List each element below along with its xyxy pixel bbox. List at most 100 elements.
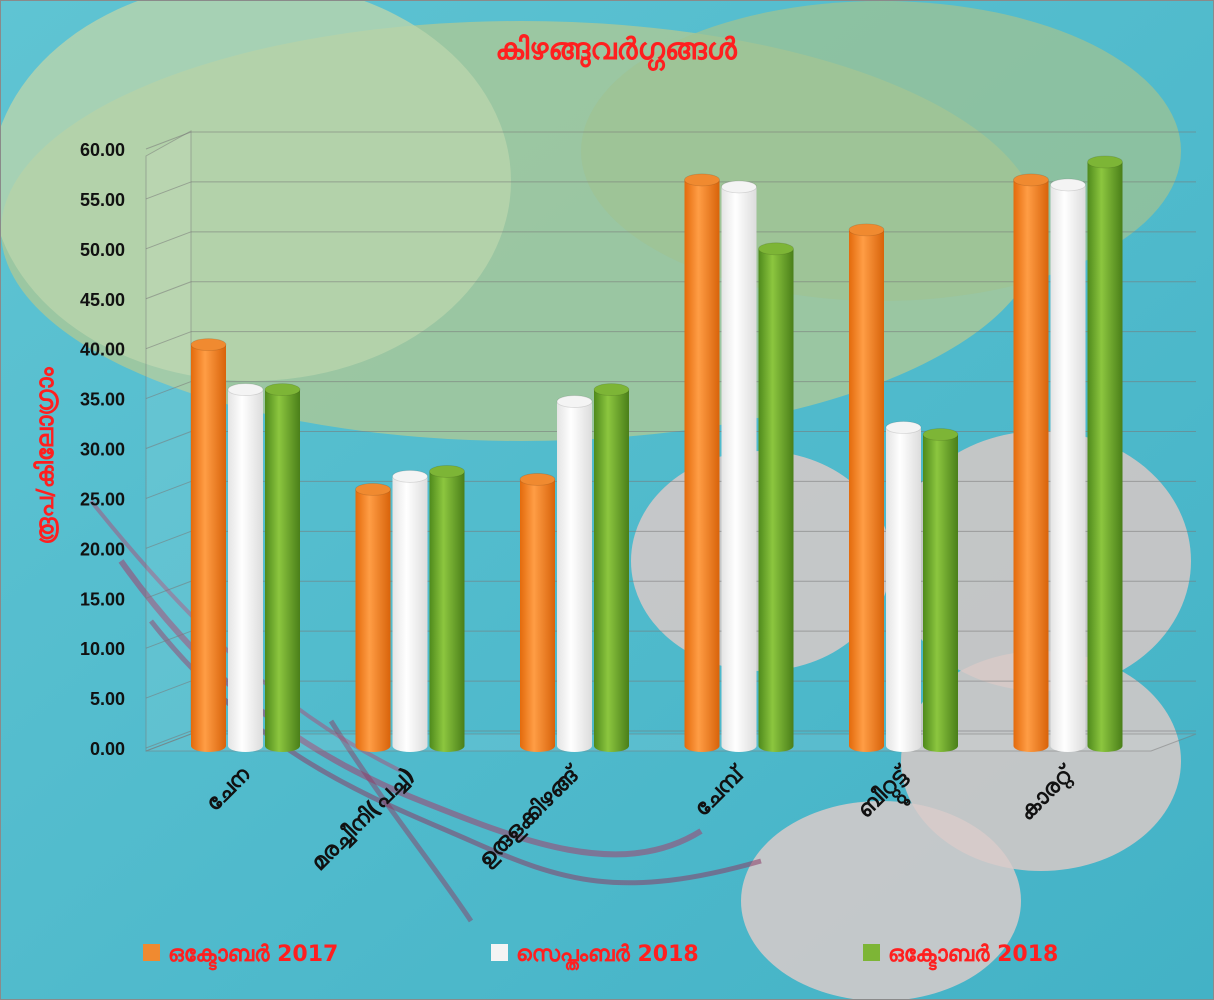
bar-base	[923, 740, 958, 752]
bar-base	[429, 740, 465, 752]
bar	[758, 242, 794, 752]
bar	[1050, 178, 1086, 752]
bar-body	[594, 389, 629, 746]
gridline-slant	[145, 181, 192, 200]
legend-swatch	[491, 944, 508, 961]
bar-body	[1013, 179, 1049, 747]
bar	[556, 395, 593, 752]
y-tick-label: 55.00	[80, 190, 125, 210]
bar-body	[355, 489, 391, 746]
y-tick-label: 50.00	[80, 240, 125, 260]
gridline-slant	[145, 530, 192, 549]
gridline-slant	[145, 231, 192, 250]
bar-body	[191, 344, 226, 746]
bar	[922, 428, 959, 752]
bar-cap	[392, 470, 428, 483]
legend-swatch	[143, 944, 160, 961]
bar-body	[392, 476, 428, 746]
bar-body	[849, 229, 884, 746]
y-axis-ticks: 0.00 5.00 10.00 15.00 20.00 25.00 30.00 35.00 40…	[80, 140, 125, 759]
bar-cap	[885, 421, 922, 434]
bar	[519, 473, 556, 752]
bar	[227, 383, 264, 752]
bar-body	[228, 389, 263, 746]
bar	[392, 470, 428, 752]
bar-body	[721, 186, 757, 746]
y-axis-label: രൂപ/കിലോഗ്രാം	[31, 366, 59, 544]
bar	[1013, 173, 1049, 752]
y-tick-label: 30.00	[80, 440, 125, 460]
bar	[190, 338, 227, 752]
bar-cap	[721, 180, 757, 194]
bar-base	[758, 740, 794, 752]
gridline-slant	[145, 580, 192, 599]
bars	[190, 155, 1123, 752]
bar-base	[557, 740, 592, 752]
gridline-slant	[145, 331, 192, 350]
bar-cap	[684, 173, 720, 187]
bar-body	[1050, 184, 1086, 746]
bar	[1087, 155, 1123, 752]
gridline-slant	[145, 730, 192, 749]
bar-base	[520, 740, 555, 752]
bar-body	[684, 179, 720, 747]
y-tick-label: 45.00	[80, 290, 125, 310]
gridline-slant	[145, 630, 192, 649]
bar	[429, 465, 465, 752]
bar-base	[594, 740, 629, 752]
bar	[264, 383, 301, 752]
bar-body	[429, 471, 465, 746]
gridline-slant	[145, 431, 192, 449]
bar-base	[1013, 740, 1049, 752]
bar	[885, 421, 922, 752]
y-tick-label: 15.00	[80, 589, 125, 609]
bar-body	[886, 427, 921, 746]
bar	[684, 173, 720, 752]
chart-title: കിഴങ്ങുവർഗ്ഗങ്ങൾ	[495, 32, 737, 72]
bar-base	[721, 740, 757, 752]
bar-body	[758, 248, 794, 746]
bar-base	[1050, 740, 1086, 752]
legend-label: സെപ്തംബർ 2018	[516, 942, 699, 971]
bar	[355, 483, 391, 752]
bar-cap	[556, 395, 593, 408]
bar-base	[886, 740, 921, 752]
bar	[593, 383, 630, 752]
bar-base	[191, 740, 226, 752]
y-tick-label: 40.00	[80, 340, 125, 360]
bar-cap	[1087, 155, 1123, 169]
bar-base	[228, 740, 263, 752]
bar-base	[1087, 740, 1123, 752]
gridline-slant	[145, 480, 192, 499]
y-tick-label: 10.00	[80, 639, 125, 659]
bar-cap	[922, 428, 959, 441]
bar-body	[1087, 161, 1123, 746]
bar-base	[355, 740, 391, 752]
legend: ഒക്ടോബർ 2017 സെപ്തംബർ 2018 ഒക്ടോബർ 2018	[143, 942, 1058, 971]
bar	[848, 223, 885, 752]
legend-label: ഒക്ടോബർ 2018	[888, 942, 1058, 971]
bar-cap	[429, 465, 465, 478]
y-tick-label: 20.00	[80, 539, 125, 559]
bar-cap	[227, 383, 264, 396]
bar-body	[265, 389, 300, 746]
bar-base	[684, 740, 720, 752]
gridline-slant	[145, 281, 192, 300]
bar-body	[520, 479, 555, 746]
gridline-slant	[145, 680, 192, 699]
bar-cap	[593, 383, 630, 396]
bar-cap	[758, 242, 794, 256]
bar-cap	[1050, 178, 1086, 192]
bar-cap	[848, 223, 885, 237]
gridline-slant	[145, 381, 192, 400]
bar-base	[849, 740, 884, 752]
y-tick-label: 25.00	[80, 489, 125, 509]
y-tick-label: 35.00	[80, 390, 125, 410]
bar-cap	[190, 338, 227, 352]
bar-cap	[519, 473, 556, 486]
bar-base	[392, 740, 428, 752]
legend-label: ഒക്ടോബർ 2017	[168, 942, 338, 971]
bar-base	[265, 740, 300, 752]
